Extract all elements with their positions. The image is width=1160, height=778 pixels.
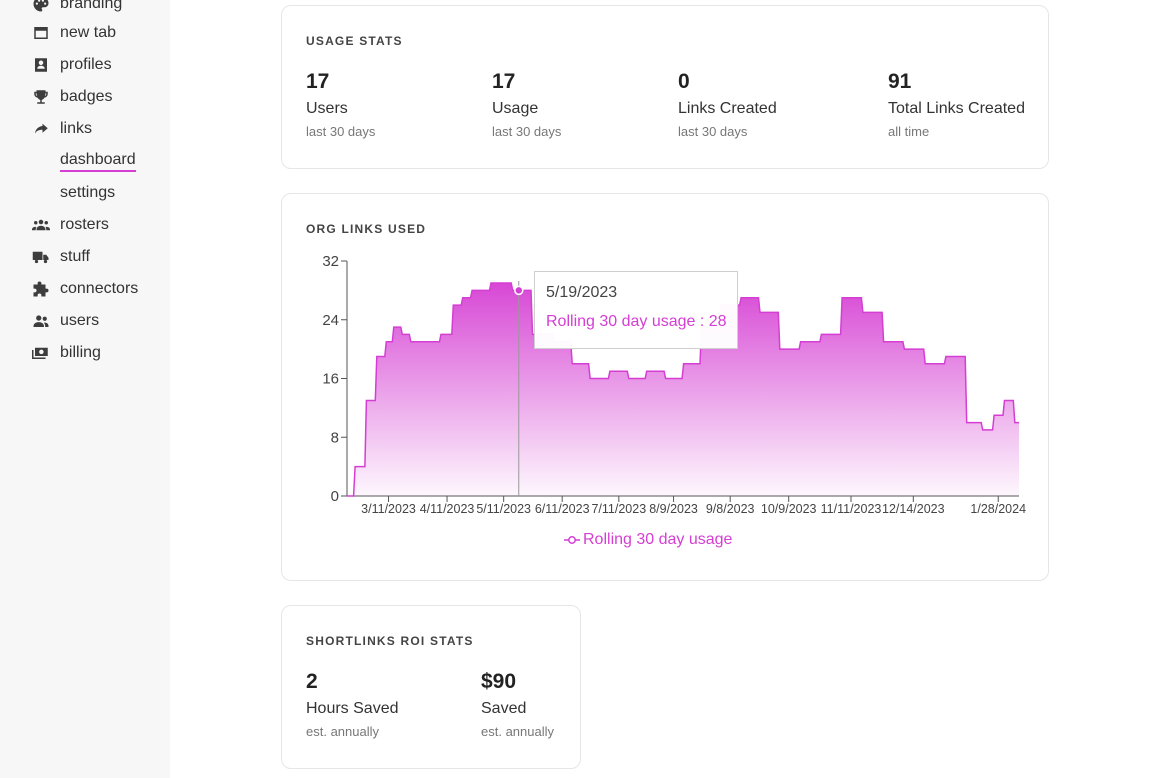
trophy-icon xyxy=(32,88,50,106)
stat-label: Usage xyxy=(492,100,539,117)
stat-value: 91 xyxy=(888,70,912,93)
stat-label: Hours Saved xyxy=(306,700,399,717)
sidebar-item-connectors[interactable]: connectors xyxy=(32,277,138,301)
stat-value: 0 xyxy=(678,70,690,93)
sidebar-item-branding[interactable]: branding xyxy=(32,0,122,16)
stat-period: est. annually xyxy=(481,724,554,739)
stat-period: last 30 days xyxy=(492,124,562,139)
sidebar: branding new tab profiles badges links d… xyxy=(0,0,170,778)
sidebar-item-label: billing xyxy=(60,344,101,361)
stat-hours-saved: 2 Hours Saved est. annually xyxy=(306,670,399,739)
roi-stats-title: SHORTLINKS ROI STATS xyxy=(306,634,474,648)
share-arrow-icon xyxy=(32,120,50,138)
sidebar-item-label: rosters xyxy=(60,216,109,233)
window-icon xyxy=(32,24,50,42)
chart-tooltip: 5/19/2023 Rolling 30 day usage : 28 xyxy=(534,271,738,349)
usage-stats-card: USAGE STATS 17 Users last 30 days 17 Usa… xyxy=(281,5,1049,169)
legend-line-dot-icon xyxy=(564,536,580,544)
roi-stats-card: SHORTLINKS ROI STATS 2 Hours Saved est. … xyxy=(281,605,581,769)
stat-period: est. annually xyxy=(306,724,379,739)
sidebar-item-badges[interactable]: badges xyxy=(32,85,113,109)
stat-label: Saved xyxy=(481,700,527,717)
stat-label: Total Links Created xyxy=(888,100,1025,117)
sidebar-subitem-label: dashboard xyxy=(60,151,136,172)
puzzle-icon xyxy=(32,280,50,298)
stat-label: Users xyxy=(306,100,348,117)
users-icon xyxy=(32,312,50,330)
chart-legend-item[interactable]: Rolling 30 day usage xyxy=(564,530,732,550)
stat-dollars-saved: $90 Saved est. annually xyxy=(481,670,554,739)
truck-icon xyxy=(32,248,50,266)
sidebar-item-label: users xyxy=(60,312,100,329)
stat-users: 17 Users last 30 days xyxy=(306,70,375,139)
stat-links-created: 0 Links Created last 30 days xyxy=(678,70,777,139)
sidebar-item-rosters[interactable]: rosters xyxy=(32,213,109,237)
org-links-title: ORG LINKS USED xyxy=(306,222,427,236)
group-icon xyxy=(32,216,50,234)
sidebar-item-label: new tab xyxy=(60,24,117,41)
sidebar-subitem-settings[interactable]: settings xyxy=(60,181,115,205)
sidebar-subitem-label: settings xyxy=(60,184,116,201)
stat-value: 17 xyxy=(492,70,516,93)
stat-value: $90 xyxy=(481,670,517,693)
stat-label: Links Created xyxy=(678,100,777,117)
profile-card-icon xyxy=(32,56,50,74)
stat-period: all time xyxy=(888,124,930,139)
stat-value: 17 xyxy=(306,70,330,93)
palette-icon xyxy=(32,0,50,13)
sidebar-subitem-dashboard[interactable]: dashboard xyxy=(60,149,136,173)
usage-stats-title: USAGE STATS xyxy=(306,34,403,48)
stat-period: last 30 days xyxy=(678,124,748,139)
tooltip-value: Rolling 30 day usage : 28 xyxy=(546,313,727,330)
sidebar-item-billing[interactable]: billing xyxy=(32,341,101,365)
sidebar-item-label: stuff xyxy=(60,248,90,265)
money-icon xyxy=(32,344,50,362)
sidebar-item-profiles[interactable]: profiles xyxy=(32,53,112,77)
stat-value: 2 xyxy=(306,670,318,693)
legend-label: Rolling 30 day usage xyxy=(583,531,733,548)
sidebar-item-label: branding xyxy=(60,0,123,12)
sidebar-item-new-tab[interactable]: new tab xyxy=(32,21,116,45)
org-links-card: ORG LINKS USED xyxy=(281,193,1049,581)
sidebar-item-users[interactable]: users xyxy=(32,309,99,333)
sidebar-item-label: connectors xyxy=(60,280,139,297)
sidebar-item-label: links xyxy=(60,120,93,137)
stat-total-links-created: 91 Total Links Created all time xyxy=(888,70,1025,139)
sidebar-item-links[interactable]: links xyxy=(32,117,92,141)
stat-period: last 30 days xyxy=(306,124,376,139)
tooltip-date: 5/19/2023 xyxy=(546,284,618,301)
sidebar-item-label: profiles xyxy=(60,56,112,73)
stat-usage: 17 Usage last 30 days xyxy=(492,70,561,139)
sidebar-item-stuff[interactable]: stuff xyxy=(32,245,90,269)
sidebar-item-label: badges xyxy=(60,88,113,105)
